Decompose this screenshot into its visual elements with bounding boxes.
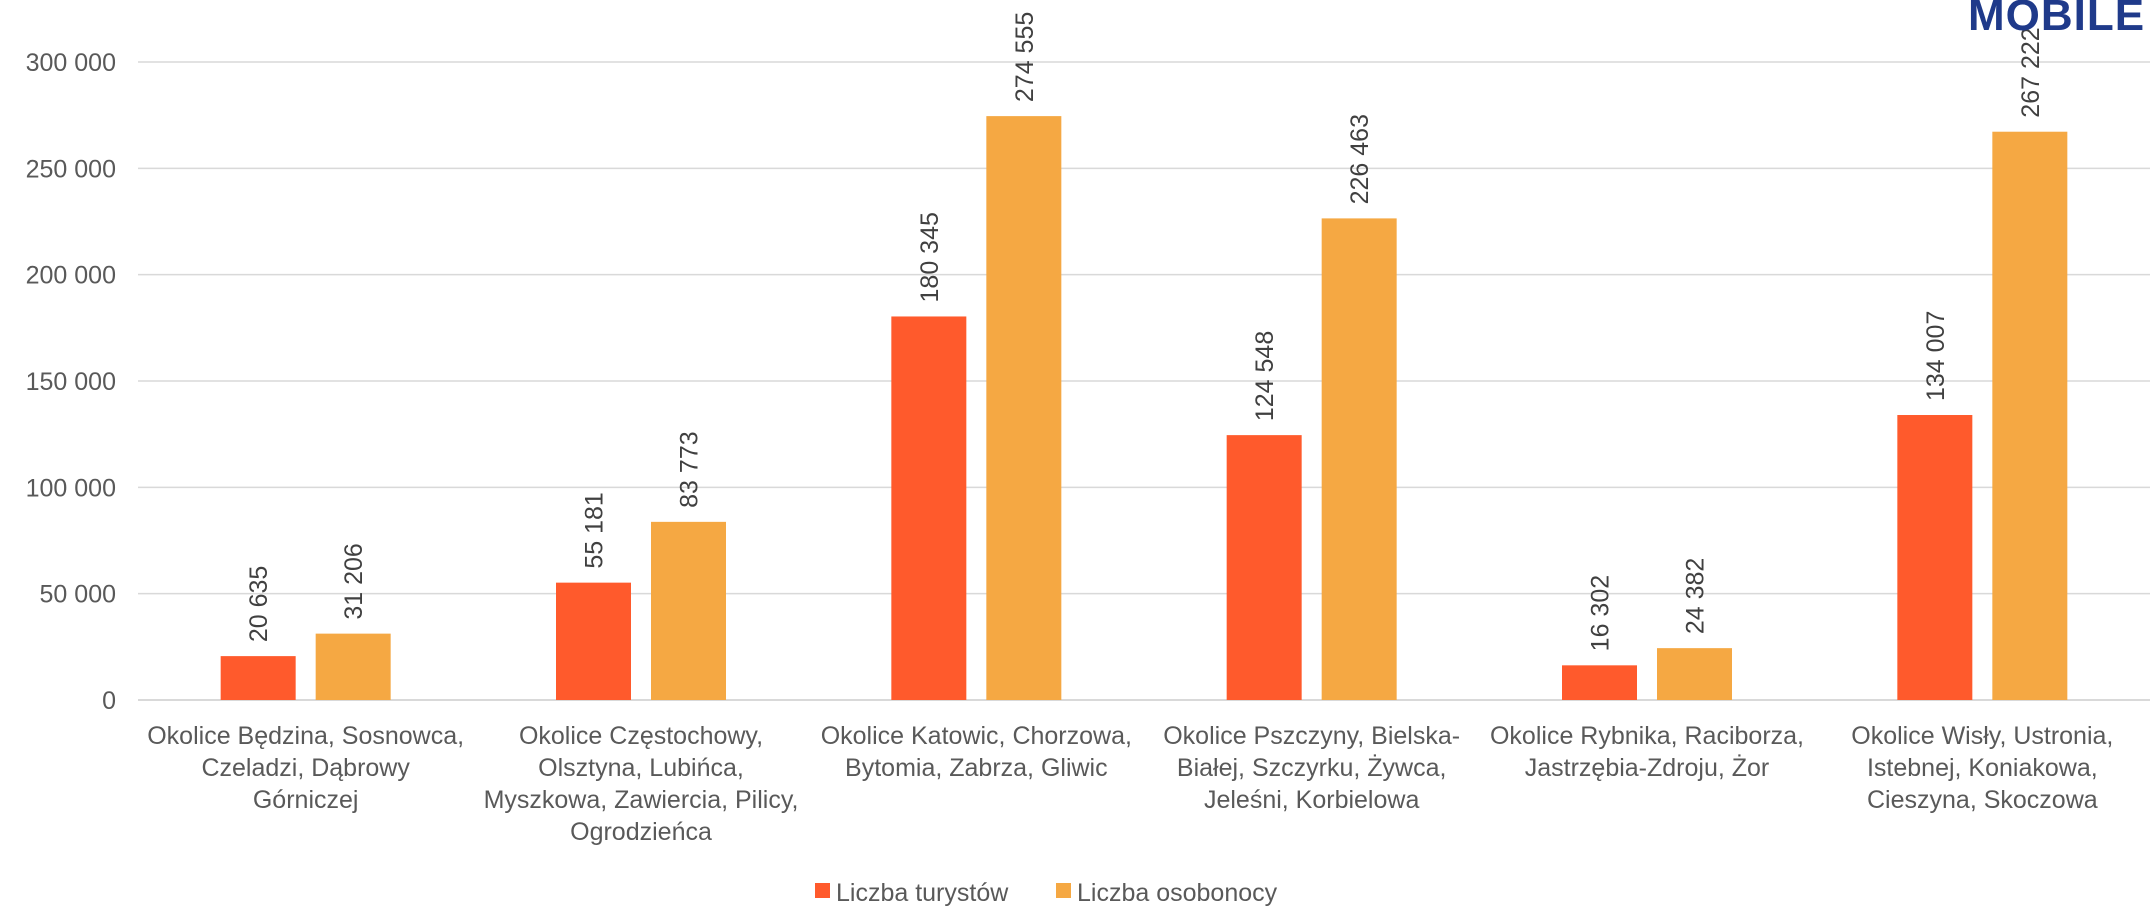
legend-swatch	[1056, 883, 1071, 898]
bar	[986, 116, 1062, 700]
legend: Liczba turystów Liczba osobonocy	[815, 879, 1278, 907]
data-label: 124 548	[1251, 331, 1279, 421]
data-label: 180 345	[916, 212, 944, 302]
category-label: Okolice Wisły, Ustronia, Istebnej, Koniak…	[1851, 722, 2113, 814]
bar	[1321, 218, 1397, 701]
bar	[315, 633, 391, 700]
category-label-line: Okolice Wisły, Ustronia,	[1851, 722, 2113, 750]
bar	[220, 656, 296, 700]
category-label-line: Okolice Rybnika, Raciborza,	[1490, 722, 1804, 750]
category-label-line: Górniczej	[253, 786, 359, 814]
data-label: 20 635	[245, 566, 273, 642]
data-label: 134 007	[1922, 311, 1950, 401]
data-label: 31 206	[340, 543, 368, 619]
y-tick-label: 250 000	[26, 155, 116, 183]
legend-swatch	[815, 883, 830, 898]
bar	[1562, 665, 1637, 700]
data-labels: 20 635 31 206 55 181 83 773 180 345 274 555 12…	[245, 12, 2045, 652]
category-label: Okolice Rybnika, Raciborza, Jastrzębia-Zd…	[1490, 722, 1804, 782]
bar	[891, 316, 967, 700]
y-tick-label: 200 000	[26, 262, 116, 290]
category-label-line: Cieszyna, Skoczowa	[1867, 786, 2098, 814]
category-label-line: Olsztyna, Lubińca,	[538, 754, 744, 782]
bar	[1657, 648, 1732, 700]
data-label: 226 463	[1346, 114, 1374, 204]
category-label-line: Myszkowa, Zawiercia, Pilicy,	[484, 786, 799, 814]
category-label-line: Okolice Pszczyny, Bielska-	[1163, 722, 1460, 750]
legend-label: Liczba turystów	[836, 879, 1009, 907]
category-label-line: Okolice Katowic, Chorzowa,	[821, 722, 1132, 750]
bar	[1226, 435, 1302, 700]
category-label: Okolice Katowic, Chorzowa, Bytomia, Zabrz…	[821, 722, 1132, 782]
category-label: Okolice Pszczyny, Bielska- Białej, Szczyr…	[1163, 722, 1460, 814]
bar	[1992, 131, 2068, 700]
bars	[220, 116, 2068, 701]
y-tick-label: 150 000	[26, 368, 116, 396]
category-label-line: Białej, Szczyrku, Żywca,	[1177, 753, 1447, 782]
y-tick-label: 100 000	[26, 474, 116, 502]
data-label: 274 555	[1011, 12, 1039, 102]
category-label-line: Jastrzębia-Zdroju, Żor	[1525, 753, 1770, 782]
data-label: 55 181	[581, 492, 609, 568]
brand-logo: MOBILE	[1968, 0, 2145, 40]
y-tick-label: 0	[102, 687, 116, 715]
bar	[1897, 415, 1973, 700]
grid-lines	[138, 61, 2150, 701]
category-label-line: Okolice Będzina, Sosnowca,	[147, 722, 464, 750]
data-label: 267 222	[2017, 27, 2045, 117]
data-label: 24 382	[1682, 558, 1710, 634]
legend-label: Liczba osobonocy	[1077, 879, 1278, 907]
data-label: 83 773	[676, 431, 704, 507]
category-label-line: Czeladzi, Dąbrowy	[201, 754, 410, 782]
data-label: 16 302	[1587, 575, 1615, 651]
category-label-line: Ogrodzieńca	[570, 818, 712, 846]
y-tick-label: 300 000	[26, 49, 116, 77]
category-label: Okolice Będzina, Sosnowca, Czeladzi, Dąbr…	[147, 722, 464, 814]
category-labels: Okolice Będzina, Sosnowca, Czeladzi, Dąbr…	[147, 722, 2113, 846]
y-axis-tick-labels: 0 50 000 100 000 150 000 200 000 250 000 300 0…	[26, 49, 116, 715]
bar	[651, 521, 726, 700]
category-label-line: Bytomia, Zabrza, Gliwic	[845, 754, 1108, 782]
category-label-line: Jeleśni, Korbielowa	[1204, 786, 1419, 814]
bar	[556, 582, 631, 700]
y-tick-label: 50 000	[40, 581, 116, 609]
category-label: Okolice Częstochowy, Olsztyna, Lubińca, My…	[484, 722, 799, 846]
category-label-line: Istebnej, Koniakowa,	[1867, 754, 2098, 782]
category-label-line: Okolice Częstochowy,	[519, 722, 763, 750]
